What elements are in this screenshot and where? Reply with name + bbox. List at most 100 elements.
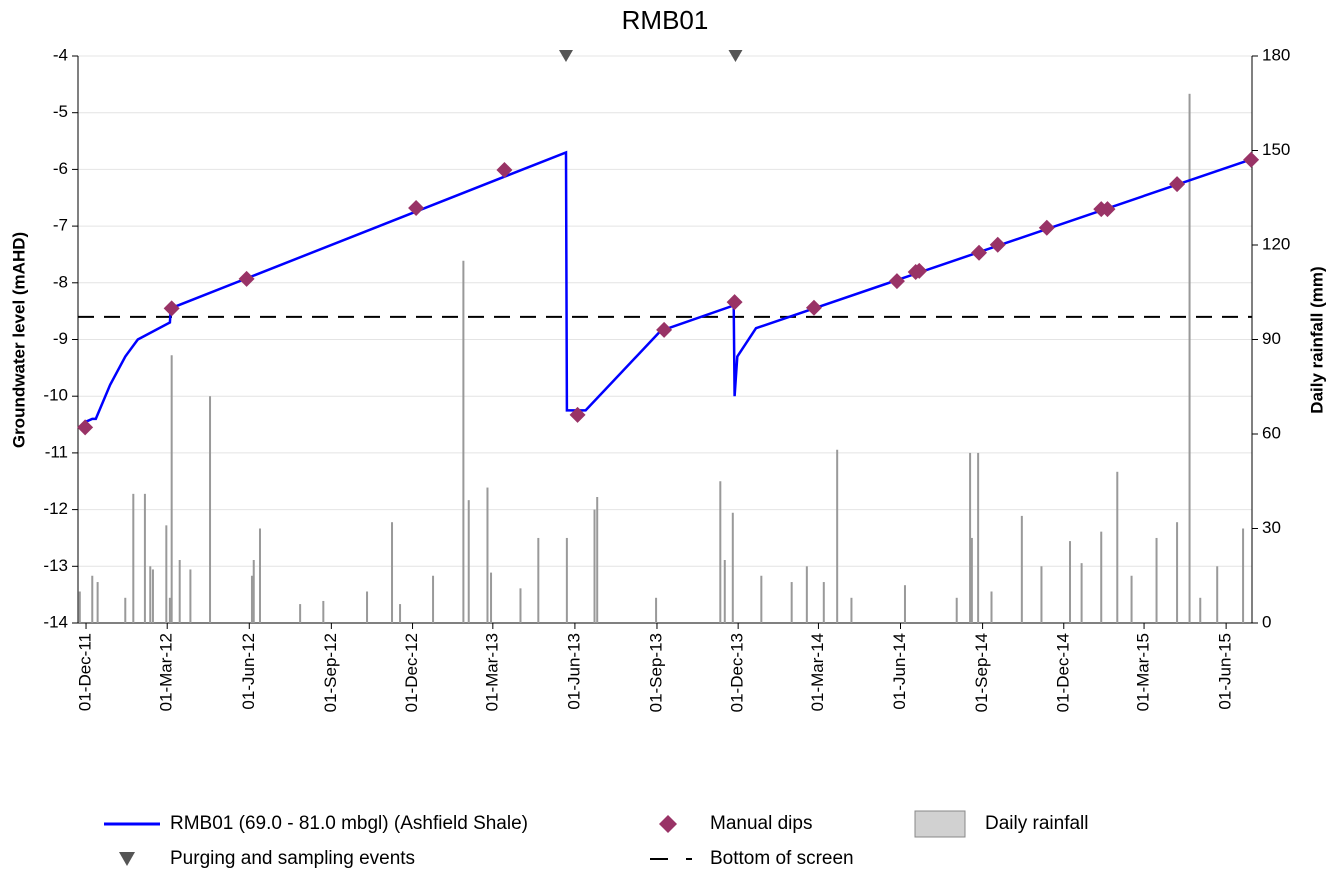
rainfall-bar <box>760 575 763 623</box>
rainfall-bar <box>250 575 253 623</box>
rainfall-bar <box>399 604 402 623</box>
legend-swatch <box>914 810 966 838</box>
event-marker <box>558 50 573 62</box>
rainfall-bar <box>1188 93 1191 624</box>
rainfall-bar <box>1020 515 1023 623</box>
y2-tick-label: 90 <box>1262 329 1281 348</box>
rainfall-bar <box>124 597 127 623</box>
y2-tick-label: 0 <box>1262 612 1271 631</box>
legend-label: Purging and sampling events <box>170 848 415 869</box>
rainfall-bar <box>903 585 906 623</box>
legend: Daily rainfall RMB01 (69.0 - 81.0 mbgl) (… <box>104 810 1088 869</box>
y-tick-label: -11 <box>45 442 68 461</box>
manual-dip <box>726 294 743 311</box>
rainfall-bar <box>723 560 726 623</box>
y-tick-label: -13 <box>43 556 68 575</box>
rainfall-bar <box>955 597 958 623</box>
legend-label: Daily rainfall <box>985 813 1088 834</box>
manual-dip <box>989 236 1006 253</box>
rainfall-bar <box>178 560 181 623</box>
x-tick-label: 01-Jun-15 <box>1216 633 1235 710</box>
manual-dip <box>1169 176 1186 193</box>
rainfall-bar <box>719 481 722 623</box>
rainfall-bar <box>1130 575 1133 623</box>
rainfall-bar <box>519 588 522 623</box>
manual-dip <box>1099 201 1116 218</box>
rainfall-bar <box>537 537 540 623</box>
y-tick-label: -5 <box>53 102 68 121</box>
x-tick-label: 01-Sep-14 <box>972 633 991 712</box>
x-tick-label: 01-Sep-12 <box>321 633 340 712</box>
y2-axis-title: Daily rainfall (mm) <box>1307 266 1326 413</box>
y-tick-label: -12 <box>43 499 68 518</box>
rainfall-bar <box>132 493 135 623</box>
x-tick-label: 01-Dec-11 <box>76 633 95 711</box>
rainfall-bar <box>490 572 493 623</box>
groundwater-line <box>85 150 1248 423</box>
x-tick-label: 01-Sep-13 <box>646 633 665 712</box>
rainfall-bar <box>1100 531 1103 623</box>
rainfall-bar <box>805 566 808 623</box>
manual-dip <box>163 300 180 317</box>
x-tick-label: 01-Mar-14 <box>808 633 827 711</box>
rainfall-bar <box>170 355 173 623</box>
x-tick-label: 01-Mar-12 <box>157 633 176 711</box>
rainfall-bar <box>1116 471 1119 623</box>
rainfall-bar <box>1199 597 1202 623</box>
rainfall-bar <box>565 537 568 623</box>
rainfall-bar <box>836 449 839 623</box>
x-tick-label: 01-Mar-13 <box>482 633 501 711</box>
rainfall-bar <box>432 575 435 623</box>
event-marker <box>728 50 743 62</box>
rainfall-bar <box>1216 566 1219 623</box>
manual-dip <box>805 299 822 316</box>
manual-dip <box>888 273 905 290</box>
rainfall-bar <box>151 569 154 623</box>
x-tick-label: 01-Jun-14 <box>890 633 909 710</box>
y-tick-label: -10 <box>43 386 68 405</box>
rainfall-bar <box>596 497 599 623</box>
y-tick-label: -9 <box>53 329 68 348</box>
x-tick-label: 01-Dec-14 <box>1053 633 1072 712</box>
y2-tick-label: 150 <box>1262 140 1290 159</box>
manual-dip <box>77 419 94 436</box>
rainfall-bar <box>1155 537 1158 623</box>
y-tick-label: -7 <box>53 216 68 235</box>
x-tick-label: 01-Dec-13 <box>728 633 747 712</box>
rainfall-bar <box>1176 522 1179 623</box>
rainfall-bar <box>252 560 255 623</box>
rainfall-bar <box>189 569 192 623</box>
rainfall-bar <box>1069 541 1072 623</box>
rainfall-bar <box>149 566 152 623</box>
rainfall-bar <box>168 597 171 623</box>
rainfall-bar <box>977 452 980 623</box>
chart-title: RMB01 <box>622 5 709 35</box>
manual-dip <box>656 321 673 338</box>
rainfall-bar <box>462 260 465 623</box>
y-axis-title: Groundwater level (mAHD) <box>9 232 28 448</box>
rainfall-bar <box>209 396 212 623</box>
rainfall-bar <box>299 604 302 623</box>
x-tick-label: 01-Mar-15 <box>1134 633 1153 711</box>
manual-dip <box>238 270 255 287</box>
rainfall-bar <box>143 493 146 623</box>
y2-tick-label: 60 <box>1262 423 1281 442</box>
legend-label: RMB01 (69.0 - 81.0 mbgl) (Ashfield Shale… <box>170 813 528 834</box>
rainfall-bar <box>322 600 325 623</box>
rainfall-bar <box>467 500 470 623</box>
x-tick-label: 01-Jun-13 <box>564 633 583 710</box>
rainfall-bar <box>655 597 658 623</box>
manual-dip <box>496 161 513 178</box>
rainfall-bar <box>822 582 825 623</box>
manual-dip <box>911 262 928 279</box>
rainfall-bar <box>731 512 734 623</box>
y-tick-label: -14 <box>43 612 68 631</box>
rainfall-bar <box>790 582 793 623</box>
manual-dip <box>408 199 425 216</box>
legend-swatch <box>119 852 135 866</box>
rainfall-bar <box>391 522 394 623</box>
x-tick-label: 01-Jun-12 <box>239 633 258 710</box>
rainfall-bar <box>78 591 81 623</box>
y2-tick-label: 120 <box>1262 234 1290 253</box>
